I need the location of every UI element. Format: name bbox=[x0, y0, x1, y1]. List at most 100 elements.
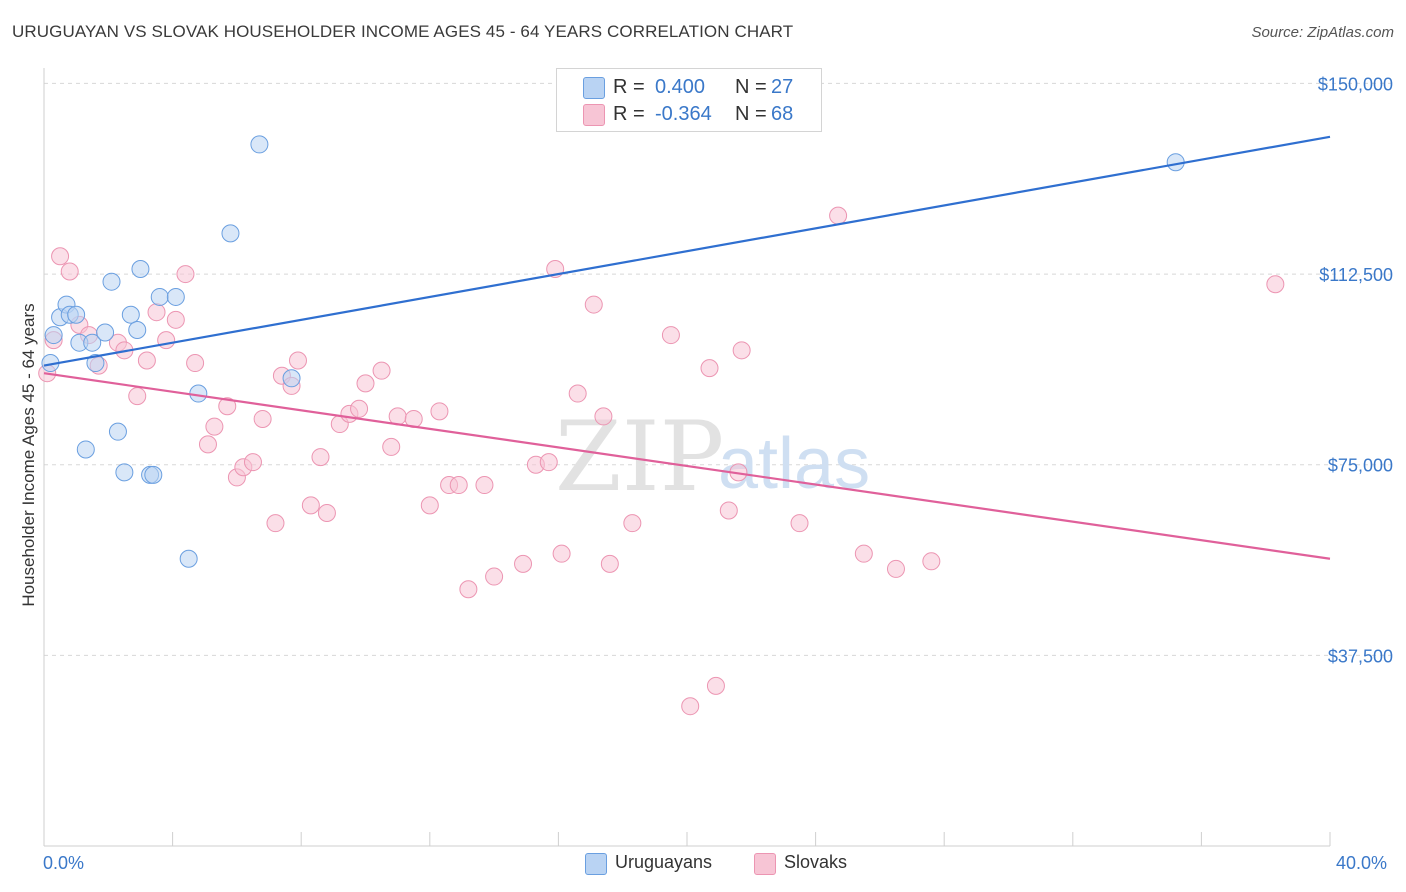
uruguayans-swatch bbox=[583, 77, 605, 99]
slovaks-point-42[interactable] bbox=[475, 476, 494, 495]
trend-lines bbox=[43, 135, 1331, 560]
slovaks-point-13[interactable] bbox=[176, 265, 195, 284]
watermark-atlas: atlas bbox=[718, 424, 870, 504]
slovaks-point-56[interactable] bbox=[700, 359, 719, 378]
x-tick-label-max: 40.0% bbox=[1336, 853, 1388, 873]
slovaks-point-48[interactable] bbox=[552, 544, 571, 563]
watermark: ZIP atlas bbox=[555, 401, 870, 513]
uruguayans-point-14[interactable] bbox=[121, 305, 140, 324]
slovaks-point-8[interactable] bbox=[128, 387, 147, 406]
n-label: N = bbox=[735, 103, 767, 125]
slovaks-point-52[interactable] bbox=[600, 554, 619, 573]
y-tick-label-3: $150,000 bbox=[1318, 74, 1393, 94]
slovaks-point-21[interactable] bbox=[253, 409, 272, 428]
uruguayans-point-23[interactable] bbox=[221, 224, 240, 243]
uruguayans-point-16[interactable] bbox=[131, 259, 150, 278]
slovaks-point-49[interactable] bbox=[568, 384, 587, 403]
y-tick-labels: $37,500 $75,000 $112,500 $150,000 bbox=[1318, 74, 1393, 666]
slovaks-point-41[interactable] bbox=[459, 580, 478, 599]
uruguayans-point-11[interactable] bbox=[102, 272, 121, 291]
slovaks-point-43[interactable] bbox=[485, 567, 504, 586]
r-label: R = bbox=[613, 76, 645, 98]
slovaks-point-14[interactable] bbox=[186, 354, 205, 373]
source-label: Source: ZipAtlas.com bbox=[1251, 24, 1394, 41]
n-value: 27 bbox=[771, 76, 794, 98]
slovaks-point-9[interactable] bbox=[137, 351, 156, 370]
uruguayans-point-8[interactable] bbox=[83, 333, 102, 352]
uruguayans-point-13[interactable] bbox=[115, 463, 134, 482]
y-tick-label-2: $112,500 bbox=[1319, 265, 1393, 285]
uruguayans-point-18[interactable] bbox=[144, 465, 163, 484]
slovaks-point-17[interactable] bbox=[218, 397, 237, 416]
uruguayans-points bbox=[41, 135, 1185, 568]
slovaks-point-2[interactable] bbox=[60, 262, 79, 281]
slovaks-point-10[interactable] bbox=[147, 303, 166, 322]
n-label: N = bbox=[735, 76, 767, 98]
slovaks-point-54[interactable] bbox=[661, 326, 680, 345]
slovaks-point-46[interactable] bbox=[539, 453, 558, 472]
slovaks-point-40[interactable] bbox=[449, 476, 468, 495]
slovaks-point-51[interactable] bbox=[594, 407, 613, 426]
slovaks-point-28[interactable] bbox=[317, 504, 336, 523]
uruguayans-point-12[interactable] bbox=[108, 422, 127, 441]
slovaks-point-44[interactable] bbox=[514, 554, 533, 573]
slovaks-point-20[interactable] bbox=[243, 453, 262, 472]
slovaks-point-53[interactable] bbox=[623, 514, 642, 533]
slovaks-point-61[interactable] bbox=[790, 514, 809, 533]
slovaks-point-64[interactable] bbox=[886, 559, 905, 578]
slovaks-point-57[interactable] bbox=[706, 676, 725, 695]
slovaks-point-50[interactable] bbox=[584, 295, 603, 314]
slovaks-point-62[interactable] bbox=[829, 206, 848, 225]
uruguayans-point-5[interactable] bbox=[67, 305, 86, 324]
slovaks-point-38[interactable] bbox=[430, 402, 449, 421]
n-value: 68 bbox=[771, 103, 794, 125]
r-value: 0.400 bbox=[655, 76, 706, 98]
slovaks-point-60[interactable] bbox=[732, 341, 751, 360]
slovaks-point-32[interactable] bbox=[356, 374, 375, 393]
slovaks-point-22[interactable] bbox=[266, 514, 285, 533]
slovaks-points bbox=[38, 206, 1285, 716]
legend-label-slovaks: Slovaks bbox=[784, 852, 848, 872]
r-value: -0.364 bbox=[655, 103, 712, 125]
slovaks-point-12[interactable] bbox=[166, 310, 185, 329]
slovaks-point-37[interactable] bbox=[420, 496, 439, 515]
gridlines bbox=[44, 82, 1395, 656]
slovaks-point-34[interactable] bbox=[382, 437, 401, 456]
slovaks-point-11[interactable] bbox=[157, 331, 176, 350]
uruguayans-point-7[interactable] bbox=[76, 440, 95, 459]
slovaks-point-26[interactable] bbox=[301, 496, 320, 515]
uruguayans-point-15[interactable] bbox=[128, 320, 147, 339]
uruguayans-trend-line bbox=[43, 135, 1331, 367]
watermark-zip: ZIP bbox=[555, 401, 724, 513]
slovaks-point-58[interactable] bbox=[719, 501, 738, 520]
slovaks-point-55[interactable] bbox=[681, 697, 700, 716]
slovaks-swatch bbox=[583, 104, 605, 126]
uruguayans-point-1[interactable] bbox=[44, 326, 63, 345]
uruguayans-point-25[interactable] bbox=[282, 369, 301, 388]
y-tick-label-0: $37,500 bbox=[1328, 646, 1393, 666]
slovaks-point-16[interactable] bbox=[205, 417, 224, 436]
slovaks-legend-swatch bbox=[754, 853, 776, 875]
correlation-legend: R = 0.400 N = 27 R = -0.364 N = 68 bbox=[556, 68, 822, 132]
slovaks-point-27[interactable] bbox=[311, 448, 330, 467]
uruguayans-point-24[interactable] bbox=[250, 135, 269, 154]
slovaks-point-33[interactable] bbox=[372, 361, 391, 380]
r-label: R = bbox=[613, 103, 645, 125]
slovaks-point-1[interactable] bbox=[51, 247, 70, 266]
slovaks-point-65[interactable] bbox=[922, 552, 941, 571]
y-tick-label-1: $75,000 bbox=[1328, 456, 1393, 476]
uruguayans-point-20[interactable] bbox=[166, 287, 185, 306]
uruguayans-point-10[interactable] bbox=[96, 323, 115, 342]
slovaks-point-66[interactable] bbox=[1266, 275, 1285, 294]
slovaks-point-15[interactable] bbox=[198, 435, 217, 454]
uruguayans-point-21[interactable] bbox=[179, 549, 198, 568]
chart-title: URUGUAYAN VS SLOVAK HOUSEHOLDER INCOME A… bbox=[12, 22, 794, 41]
slovaks-point-25[interactable] bbox=[288, 351, 307, 370]
uruguayans-point-9[interactable] bbox=[86, 354, 105, 373]
axes bbox=[43, 68, 1331, 847]
slovaks-point-31[interactable] bbox=[350, 399, 369, 418]
slovaks-trend-line bbox=[43, 372, 1331, 560]
slovaks-point-63[interactable] bbox=[854, 544, 873, 563]
uruguayans-point-19[interactable] bbox=[150, 287, 169, 306]
